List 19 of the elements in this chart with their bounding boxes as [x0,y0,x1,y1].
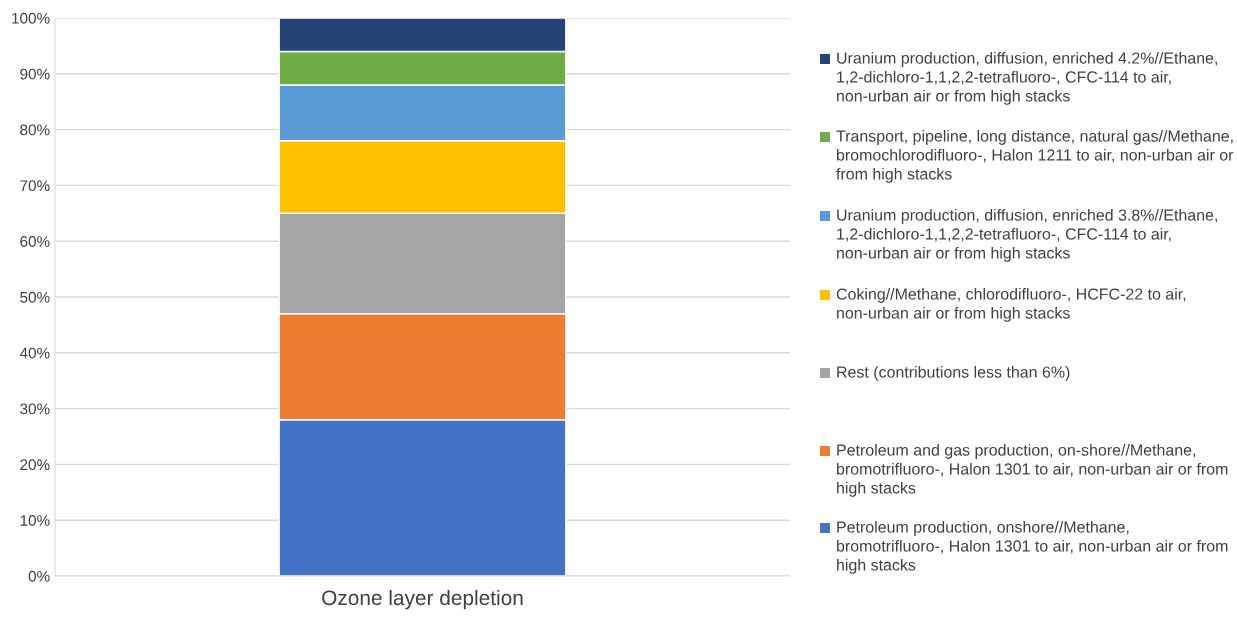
y-tick-label: 20% [20,459,50,471]
y-tick-label: 50% [20,291,50,303]
legend-label: Uranium production, diffusion, enriched 3.8%//Ethane, 1,2-dichloro-1,1,2,2-tetrafluoro-, CFC-114 to air, non-urban air or from high stacks [837,209,1217,262]
y-tick-label: 30% [20,403,50,415]
y-tick-label: 100% [12,12,50,24]
y-tick-label: 0% [28,570,50,582]
legend-label: Petroleum production, onshore//Methane, bromotrifluoro-, Halon 1301 to air, non-urban air or from high stacks [837,521,1228,574]
y-tick-label: 80% [20,124,50,136]
y-tick-label: 40% [19,347,50,359]
y-tick-label: 10% [20,515,50,526]
y-tick-label: 70% [20,180,50,192]
legend-label: Petroleum and gas production, on-shore//Methane, bromotrifluoro-, Halon 1301 to air, non-urban air or from high stacks [837,444,1228,497]
x-tick-label: Ozone layer depletion [322,589,523,610]
y-tick-label: 60% [20,236,50,247]
legend-label: Rest (contributions less than 6%) [837,366,1070,381]
legend-label: Uranium production, diffusion, enriched 4.2%//Ethane, 1,2-dichloro-1,1,2,2-tetrafluoro-, CFC-114 to air, non-urban air or from high stacks [837,52,1217,105]
y-tick-label: 90% [20,68,50,80]
legend-label: Transport, pipeline, long distance, natural gas//Methane, bromochlorodifluoro-, Halon 1211 to air, non-urban air or from high stacks [836,130,1234,183]
legend-label: Coking//Methane, chlorodifluoro-, HCFC-22 to air, non-urban air or from high stacks [836,288,1186,322]
